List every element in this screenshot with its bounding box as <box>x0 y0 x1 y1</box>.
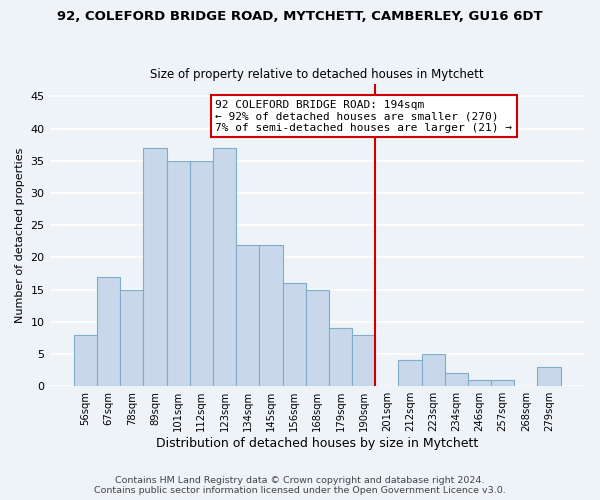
Bar <box>445 374 468 386</box>
Bar <box>491 380 514 386</box>
Bar <box>120 290 143 386</box>
Text: Contains HM Land Registry data © Crown copyright and database right 2024.
Contai: Contains HM Land Registry data © Crown c… <box>94 476 506 495</box>
Bar <box>305 290 329 386</box>
Text: 92, COLEFORD BRIDGE ROAD, MYTCHETT, CAMBERLEY, GU16 6DT: 92, COLEFORD BRIDGE ROAD, MYTCHETT, CAMB… <box>57 10 543 23</box>
Bar <box>259 244 283 386</box>
Title: Size of property relative to detached houses in Mytchett: Size of property relative to detached ho… <box>151 68 484 81</box>
Bar <box>422 354 445 386</box>
Bar <box>143 148 167 386</box>
Bar <box>236 244 259 386</box>
Bar <box>97 276 120 386</box>
Bar <box>398 360 422 386</box>
Bar <box>329 328 352 386</box>
Y-axis label: Number of detached properties: Number of detached properties <box>15 147 25 322</box>
Bar <box>283 283 305 386</box>
Text: 92 COLEFORD BRIDGE ROAD: 194sqm
← 92% of detached houses are smaller (270)
7% of: 92 COLEFORD BRIDGE ROAD: 194sqm ← 92% of… <box>215 100 512 133</box>
Bar <box>74 334 97 386</box>
X-axis label: Distribution of detached houses by size in Mytchett: Distribution of detached houses by size … <box>156 437 478 450</box>
Bar <box>538 367 560 386</box>
Bar <box>468 380 491 386</box>
Bar <box>167 161 190 386</box>
Bar <box>190 161 213 386</box>
Bar <box>352 334 375 386</box>
Bar <box>213 148 236 386</box>
